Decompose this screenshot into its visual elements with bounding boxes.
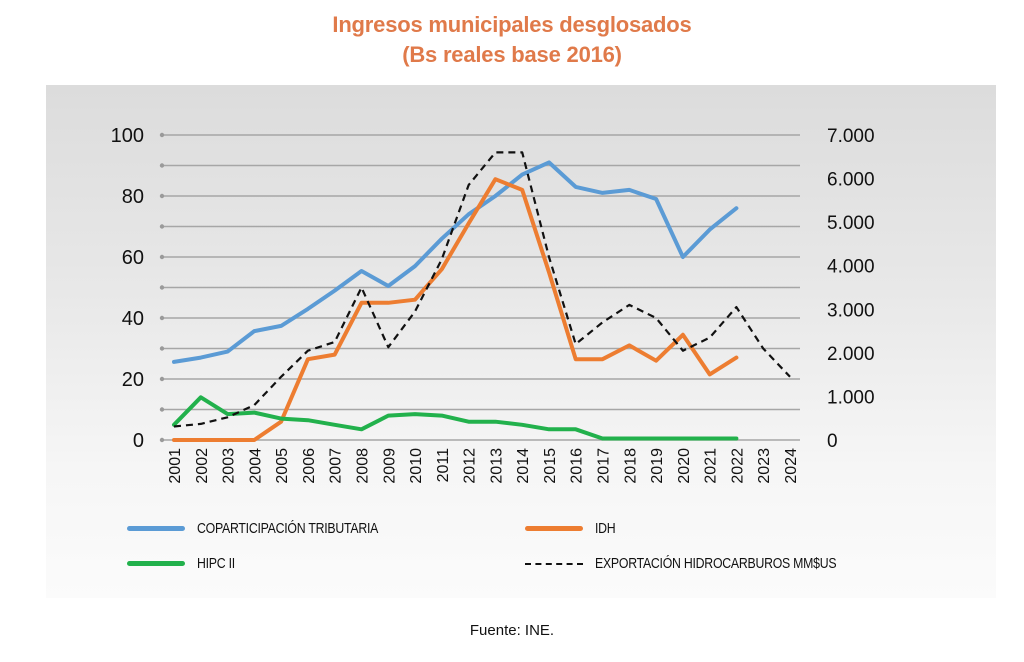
y-axis-right: 0 1.000 2.000 3.000 4.000 5.000 6.000 7.000 bbox=[827, 126, 875, 452]
y-right-tick-label: 6.000 bbox=[827, 170, 875, 191]
gridline-marker bbox=[159, 285, 165, 290]
legend-label: IDH bbox=[595, 520, 616, 537]
gridline-marker bbox=[159, 254, 165, 260]
legend-swatch-coparticipacion bbox=[127, 526, 185, 531]
x-tick-label: 2001 bbox=[167, 448, 184, 484]
legend-label: EXPORTACIÓN HIDROCARBUROS MM$US bbox=[595, 555, 837, 572]
x-tick-label: 2021 bbox=[703, 448, 720, 484]
x-tick-label: 2013 bbox=[488, 448, 505, 484]
legend-swatch-idh bbox=[525, 526, 583, 531]
legend-swatch-exportacion bbox=[525, 562, 583, 565]
x-tick-label: 2022 bbox=[729, 448, 746, 484]
y-left-tick-label: 40 bbox=[122, 308, 144, 330]
gridlines bbox=[159, 132, 800, 443]
y-right-tick-label: 7.000 bbox=[827, 126, 875, 147]
legend-item-coparticipacion: COPARTICIPACIÓN TRIBUTARIA bbox=[127, 520, 418, 537]
x-tick-label: 2004 bbox=[247, 448, 264, 484]
x-tick-label: 2006 bbox=[301, 448, 318, 484]
x-tick-label: 2011 bbox=[435, 448, 452, 483]
x-tick-label: 2003 bbox=[221, 448, 238, 484]
gridline-marker bbox=[159, 376, 165, 382]
x-tick-label: 2014 bbox=[515, 448, 532, 484]
chart-subtitle: (Bs reales base 2016) bbox=[402, 42, 622, 67]
legend-label: HIPC II bbox=[197, 555, 235, 572]
y-left-tick-label: 60 bbox=[122, 247, 144, 269]
x-tick-label: 2010 bbox=[408, 448, 425, 484]
y-left-tick-label: 80 bbox=[122, 186, 144, 208]
x-tick-label: 2008 bbox=[354, 448, 371, 484]
x-axis: 2001 2002 2003 2004 2005 2006 2007 2008 2009 2010… bbox=[167, 448, 800, 484]
x-tick-label: 2009 bbox=[381, 448, 398, 484]
chart-panel bbox=[46, 85, 996, 598]
x-tick-label: 2023 bbox=[756, 448, 773, 484]
legend-item-exportacion: EXPORTACIÓN HIDROCARBUROS MM$US bbox=[525, 555, 889, 572]
x-tick-label: 2002 bbox=[194, 448, 211, 484]
gridline-marker bbox=[159, 346, 165, 351]
gridline-marker bbox=[159, 132, 165, 138]
x-tick-label: 2007 bbox=[328, 448, 345, 484]
series-line-idh bbox=[172, 177, 739, 442]
gridline-marker bbox=[159, 437, 165, 443]
x-tick-label: 2015 bbox=[542, 448, 559, 484]
chart-title: Ingresos municipales desglosados bbox=[332, 12, 692, 37]
x-tick-label: 2016 bbox=[569, 448, 586, 484]
y-left-tick-label: 100 bbox=[111, 125, 144, 147]
x-tick-label: 2019 bbox=[649, 448, 666, 484]
legend-item-hipc: HIPC II bbox=[127, 555, 243, 572]
x-tick-label: 2020 bbox=[676, 448, 693, 484]
series-line-hipc-ii bbox=[172, 395, 739, 441]
y-left-tick-label: 0 bbox=[133, 430, 144, 452]
series-lines bbox=[172, 151, 791, 442]
y-axis-left: 0 20 40 60 80 100 bbox=[111, 125, 144, 452]
legend-item-idh: IDH bbox=[525, 520, 620, 537]
legend-label: COPARTICIPACIÓN TRIBUTARIA bbox=[197, 520, 379, 537]
y-left-tick-label: 20 bbox=[122, 369, 144, 391]
x-tick-label: 2005 bbox=[274, 448, 291, 484]
gridline-marker bbox=[159, 193, 165, 199]
y-right-tick-label: 3.000 bbox=[827, 300, 875, 321]
gridline-marker bbox=[159, 407, 165, 412]
source-note: Fuente: INE. bbox=[469, 622, 555, 639]
y-right-tick-label: 4.000 bbox=[827, 257, 875, 278]
x-tick-label: 2012 bbox=[462, 448, 479, 484]
y-right-tick-label: 0 bbox=[827, 431, 838, 452]
x-tick-label: 2024 bbox=[783, 448, 800, 484]
series-line-coparticipacion-tributaria bbox=[172, 160, 739, 364]
gridline-marker bbox=[159, 224, 165, 229]
gridline-marker bbox=[159, 315, 165, 321]
gridline-marker bbox=[159, 163, 165, 168]
y-right-tick-label: 1.000 bbox=[827, 387, 875, 408]
y-right-tick-label: 5.000 bbox=[827, 213, 875, 234]
y-right-tick-label: 2.000 bbox=[827, 344, 875, 365]
legend-swatch-hipc bbox=[127, 561, 185, 566]
series-line-exportacion-hidrocarburos-mm-us bbox=[173, 151, 791, 428]
x-tick-label: 2018 bbox=[622, 448, 639, 484]
x-tick-label: 2017 bbox=[596, 448, 613, 484]
